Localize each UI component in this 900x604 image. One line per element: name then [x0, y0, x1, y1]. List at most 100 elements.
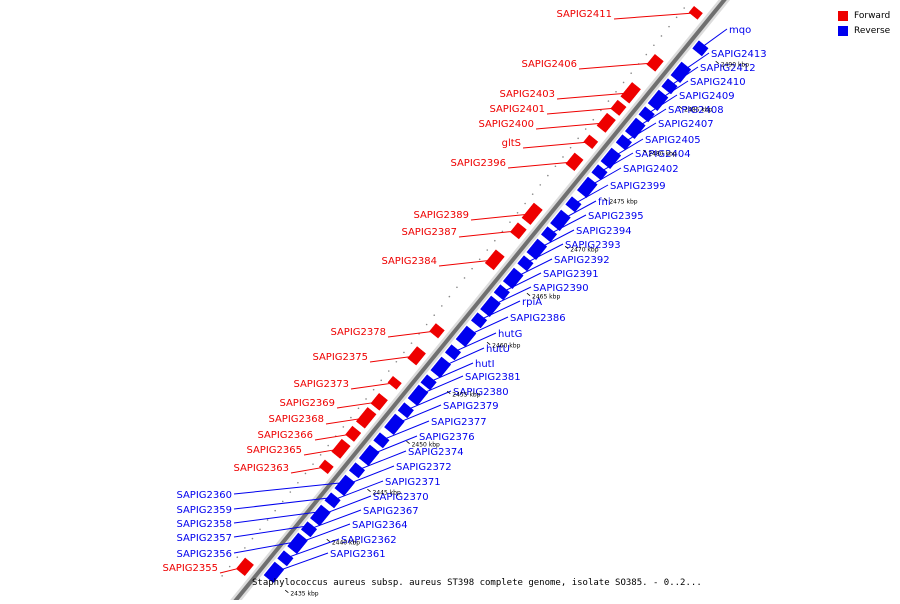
guide-dot	[675, 16, 678, 19]
forward-gene	[484, 249, 505, 271]
reverse-gene	[277, 550, 294, 567]
reverse-gene-label: SAPIG2402	[623, 164, 679, 175]
forward-gene	[355, 407, 377, 429]
forward-gene	[331, 438, 351, 459]
guide-dot	[259, 528, 261, 531]
forward-swatch	[838, 10, 848, 21]
forward-gene-leader	[438, 259, 495, 267]
reverse-gene-label: SAPIG2409	[679, 91, 735, 102]
reverse-gene-label: SAPIG2395	[588, 211, 644, 222]
guide-dot	[357, 407, 360, 410]
scale-tick-label: 2465 kbp	[532, 294, 560, 301]
reverse-gene-label: SAPIG2364	[352, 520, 408, 531]
scale-tick	[678, 105, 683, 110]
scale-tick-label: 2435 kbp	[290, 591, 318, 598]
guide-dot	[509, 221, 511, 223]
reverse-gene	[493, 284, 510, 301]
forward-gene-leader	[507, 161, 575, 169]
reverse-gene-label: SAPIG2413	[711, 49, 767, 60]
legend-item-reverse: Reverse	[838, 23, 890, 38]
guide-dot	[319, 454, 322, 456]
scale-tick-label: 2490 kbp	[721, 62, 749, 69]
guide-dot	[456, 286, 458, 289]
genome-backbone	[230, 0, 727, 604]
reverse-gene-leader	[233, 540, 300, 554]
reverse-gene-label: SAPIG2405	[645, 135, 701, 146]
forward-gene-label: SAPIG2401	[489, 104, 545, 115]
guide-dot	[539, 184, 542, 186]
guide-dot	[660, 35, 663, 37]
scale-tick	[643, 149, 647, 154]
reverse-gene-leader	[356, 450, 407, 471]
reverse-gene-leader	[285, 538, 340, 559]
reverse-gene-leader	[623, 122, 657, 143]
scale-tick	[564, 245, 569, 250]
reverse-gene-leader	[573, 184, 609, 205]
scale-tick-label: 2460 kbp	[492, 343, 520, 350]
reverse-swatch	[838, 25, 848, 36]
guide-dot	[395, 360, 398, 363]
reverse-gene-leader	[501, 272, 542, 293]
scale-tick	[715, 60, 720, 65]
scale-tick-label: 2450 kbp	[412, 442, 440, 449]
forward-gene-label: SAPIG2411	[556, 9, 612, 20]
guide-dot	[607, 100, 610, 102]
scale-tick	[526, 292, 531, 297]
reverse-gene-leader	[478, 300, 521, 321]
reverse-gene	[540, 226, 558, 243]
guide-dot	[554, 165, 557, 168]
guide-dot	[630, 72, 632, 74]
reverse-gene-label: fni	[598, 197, 611, 208]
guide-dot	[448, 295, 451, 298]
reverse-gene	[287, 532, 308, 555]
reverse-gene	[647, 89, 669, 112]
reverse-gene-leader	[452, 332, 497, 353]
guide-dot	[312, 463, 314, 465]
reverse-gene-label: SAPIG2410	[690, 77, 746, 88]
forward-gene-leader	[458, 230, 519, 238]
forward-gene	[370, 392, 388, 411]
forward-gene-label: SAPIG2403	[499, 89, 555, 100]
guide-dot	[501, 230, 504, 233]
forward-gene	[583, 134, 599, 150]
reverse-gene-leader	[233, 481, 348, 495]
reverse-gene	[263, 561, 285, 584]
forward-gene-label: SAPIG2368	[268, 414, 324, 425]
legend-forward-label: Forward	[854, 10, 891, 21]
reverse-gene-label: SAPIG2361	[330, 549, 386, 560]
forward-gene-leader	[350, 382, 395, 390]
reverse-gene-label: SAPIG2399	[610, 181, 666, 192]
reverse-gene-label: SAPIG2357	[176, 533, 232, 544]
reverse-gene	[615, 134, 633, 151]
reverse-gene	[420, 374, 437, 391]
guide-dot	[524, 202, 526, 205]
guide-dot	[251, 537, 254, 540]
reverse-gene-leader	[428, 362, 474, 383]
reverse-gene-leader	[700, 28, 728, 49]
legend: Forward Reverse	[838, 8, 890, 38]
forward-gene	[688, 5, 703, 20]
guide-dot	[372, 388, 375, 391]
guide-dot	[236, 556, 239, 559]
forward-gene-leader	[546, 107, 619, 115]
reverse-gene-label: SAPIG2379	[443, 401, 499, 412]
guide-dot	[289, 491, 292, 493]
scale-tick	[446, 390, 451, 395]
scale-tick	[603, 197, 608, 202]
reverse-gene-label: SAPIG2393	[565, 240, 621, 251]
reverse-gene	[591, 164, 608, 181]
reverse-gene-label: SAPIG2360	[176, 490, 232, 501]
guide-dot	[380, 379, 383, 382]
guide-dot	[547, 174, 549, 177]
reverse-gene-label: SAPIG2362	[341, 535, 397, 546]
forward-gene-label: SAPIG2378	[330, 327, 386, 338]
reverse-gene	[334, 474, 356, 497]
forward-gene-label: SAPIG2369	[279, 398, 335, 409]
scale-tick	[486, 341, 491, 346]
genome-caption: Staphylococcus aureus subsp. aureus ST39…	[252, 578, 702, 588]
reverse-gene-label: SAPIG2372	[396, 462, 452, 473]
forward-gene-label: SAPIG2365	[246, 445, 302, 456]
reverse-gene-label: SAPIG2407	[658, 119, 714, 130]
reverse-gene-label: hutG	[498, 329, 522, 340]
guide-dot	[683, 7, 685, 9]
